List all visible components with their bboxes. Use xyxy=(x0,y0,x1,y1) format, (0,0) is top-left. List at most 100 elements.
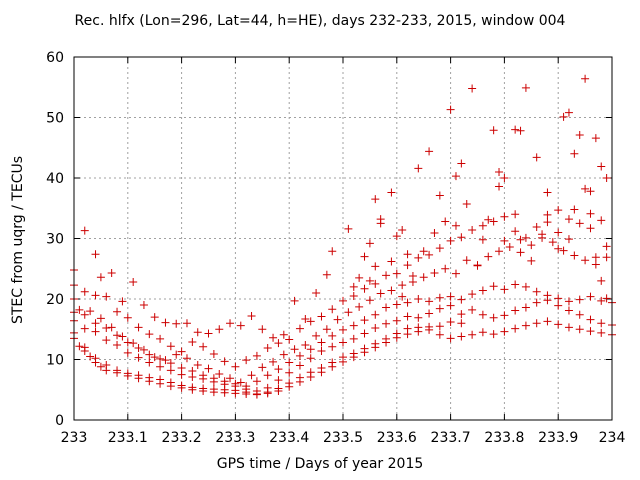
data-point xyxy=(139,345,148,354)
data-point xyxy=(500,212,509,221)
data-point xyxy=(344,224,353,233)
data-point xyxy=(581,184,590,193)
data-point xyxy=(425,250,434,259)
data-point xyxy=(91,354,100,363)
data-point xyxy=(425,322,434,331)
data-point xyxy=(468,84,477,93)
data-point xyxy=(516,126,525,135)
data-point xyxy=(285,335,294,344)
data-point xyxy=(209,374,218,383)
data-point xyxy=(597,319,606,328)
data-point xyxy=(365,296,374,305)
data-point xyxy=(371,195,380,204)
data-point xyxy=(457,233,466,242)
data-point xyxy=(166,359,175,368)
data-point xyxy=(554,206,563,215)
data-point xyxy=(457,332,466,341)
data-point xyxy=(252,386,261,395)
data-point xyxy=(295,351,304,360)
data-point xyxy=(403,312,412,321)
data-point xyxy=(274,339,283,348)
data-point xyxy=(285,358,294,367)
data-point xyxy=(328,331,337,340)
data-point xyxy=(258,325,267,334)
data-point xyxy=(156,334,165,343)
data-point xyxy=(532,223,541,232)
data-point xyxy=(435,293,444,302)
data-point xyxy=(312,331,321,340)
data-point xyxy=(355,302,364,311)
data-point xyxy=(430,229,439,238)
data-point xyxy=(597,328,606,337)
data-point xyxy=(597,296,606,305)
data-point xyxy=(247,371,256,380)
data-point xyxy=(177,381,186,390)
data-point xyxy=(382,319,391,328)
data-point xyxy=(521,321,530,330)
data-point xyxy=(478,235,487,244)
data-point xyxy=(521,233,530,242)
data-point xyxy=(543,188,552,197)
data-point xyxy=(113,366,122,375)
data-point xyxy=(489,313,498,322)
data-point xyxy=(145,358,154,367)
data-point xyxy=(279,330,288,339)
data-point xyxy=(371,262,380,271)
x-tick-label: 233.2 xyxy=(162,430,202,446)
data-point xyxy=(301,340,310,349)
data-point xyxy=(435,322,444,331)
data-point xyxy=(451,269,460,278)
data-point xyxy=(468,226,477,235)
data-point xyxy=(91,291,100,300)
data-point xyxy=(161,318,170,327)
data-point xyxy=(392,329,401,338)
data-point xyxy=(295,361,304,370)
data-point xyxy=(586,224,595,233)
data-point xyxy=(387,257,396,266)
data-point xyxy=(365,276,374,285)
data-point xyxy=(166,378,175,387)
data-point xyxy=(575,310,584,319)
data-point xyxy=(301,314,310,323)
data-point xyxy=(317,338,326,347)
data-point xyxy=(478,310,487,319)
data-point xyxy=(328,342,337,351)
data-point xyxy=(602,242,611,251)
data-point xyxy=(226,374,235,383)
data-point xyxy=(236,321,245,330)
data-point xyxy=(252,377,261,386)
data-point xyxy=(220,377,229,386)
data-point xyxy=(344,308,353,317)
data-point xyxy=(295,324,304,333)
data-point xyxy=(75,342,84,351)
data-point xyxy=(398,292,407,301)
data-point xyxy=(602,174,611,182)
data-point xyxy=(177,363,186,372)
y-tick-label: 50 xyxy=(46,111,64,127)
data-point xyxy=(602,294,611,303)
data-point xyxy=(462,200,471,209)
data-point xyxy=(339,325,347,334)
data-point xyxy=(91,250,100,259)
data-point xyxy=(489,126,498,135)
data-point xyxy=(468,330,477,339)
data-point xyxy=(500,174,509,182)
data-point xyxy=(161,356,170,365)
data-point xyxy=(204,329,213,338)
data-point xyxy=(285,368,294,377)
data-point xyxy=(532,319,541,328)
data-point xyxy=(263,344,272,353)
data-point xyxy=(188,337,197,346)
data-point xyxy=(500,285,509,294)
data-point xyxy=(586,187,595,196)
data-point xyxy=(349,282,358,291)
data-point xyxy=(328,305,337,314)
data-point xyxy=(317,347,326,356)
y-tick-label: 30 xyxy=(46,232,64,248)
y-tick-label: 0 xyxy=(55,413,64,429)
data-point xyxy=(430,268,439,277)
data-point xyxy=(172,350,181,359)
data-point xyxy=(419,273,428,282)
data-point xyxy=(554,320,563,329)
data-point xyxy=(269,333,278,342)
